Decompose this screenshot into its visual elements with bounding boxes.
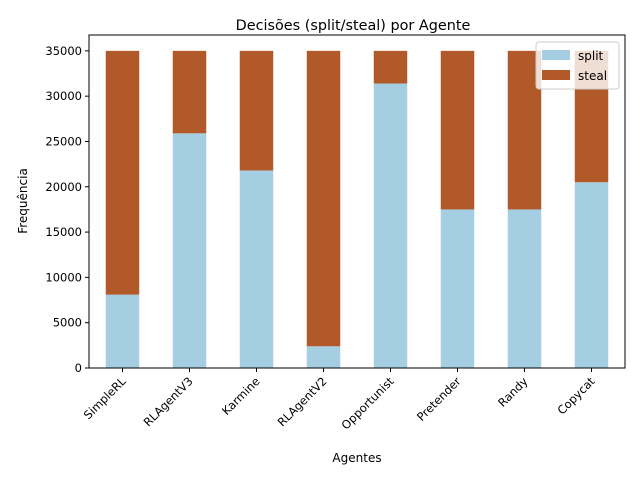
y-tick-label: 35000 [45,44,82,58]
x-axis-label: Agentes [332,451,381,465]
bar-steal-Pretender [440,50,475,210]
bar-steal-SimpleRL [105,50,140,295]
x-tick-label: Randy [495,374,531,410]
x-tick-label: Pretender [414,374,464,424]
bar-split-Randy [507,209,542,368]
x-tick-label: SimpleRL [81,374,129,422]
bar-steal-Karmine [239,50,274,171]
bar-steal-Opportunist [373,50,408,84]
bar-split-RLAgentV3 [172,133,207,368]
bars [105,50,609,368]
y-tick-label: 5000 [53,316,82,330]
legend-swatch-steal [542,70,570,80]
bar-split-Pretender [440,209,475,368]
x-axis: SimpleRL RLAgentV3 Karmine RLAgentV2 Opportu… [81,368,598,432]
x-tick-label: Karmine [219,374,263,418]
bar-split-Opportunist [373,83,408,368]
bar-split-RLAgentV2 [306,346,341,368]
bar-split-Copycat [574,182,609,368]
bar-steal-RLAgentV3 [172,50,207,134]
y-axis: 0 5000 10000 15000 20000 25000 30000 35000 [45,44,89,375]
y-tick-label: 10000 [45,270,82,284]
x-tick-label: RLAgentV3 [141,374,196,429]
y-tick-label: 0 [75,361,82,375]
legend-label-split: split [578,49,604,63]
bar-split-Karmine [239,170,274,368]
x-tick-label: RLAgentV2 [275,374,330,429]
bar-steal-RLAgentV2 [306,50,341,347]
y-tick-label: 15000 [45,225,82,239]
bar-split-SimpleRL [105,294,140,368]
legend-label-steal: steal [578,69,607,83]
legend: split steal [535,41,620,90]
y-tick-label: 20000 [45,180,82,194]
plot-frame [88,34,626,369]
legend-swatch-split [542,50,570,60]
chart-title: Decisões (split/steal) por Agente [236,18,471,34]
y-tick-label: 30000 [45,89,82,103]
x-tick-label: Copycat [554,374,598,418]
y-tick-label: 25000 [45,134,82,148]
x-tick-label: Opportunist [338,374,396,432]
y-axis-label: Frequência [16,168,30,234]
